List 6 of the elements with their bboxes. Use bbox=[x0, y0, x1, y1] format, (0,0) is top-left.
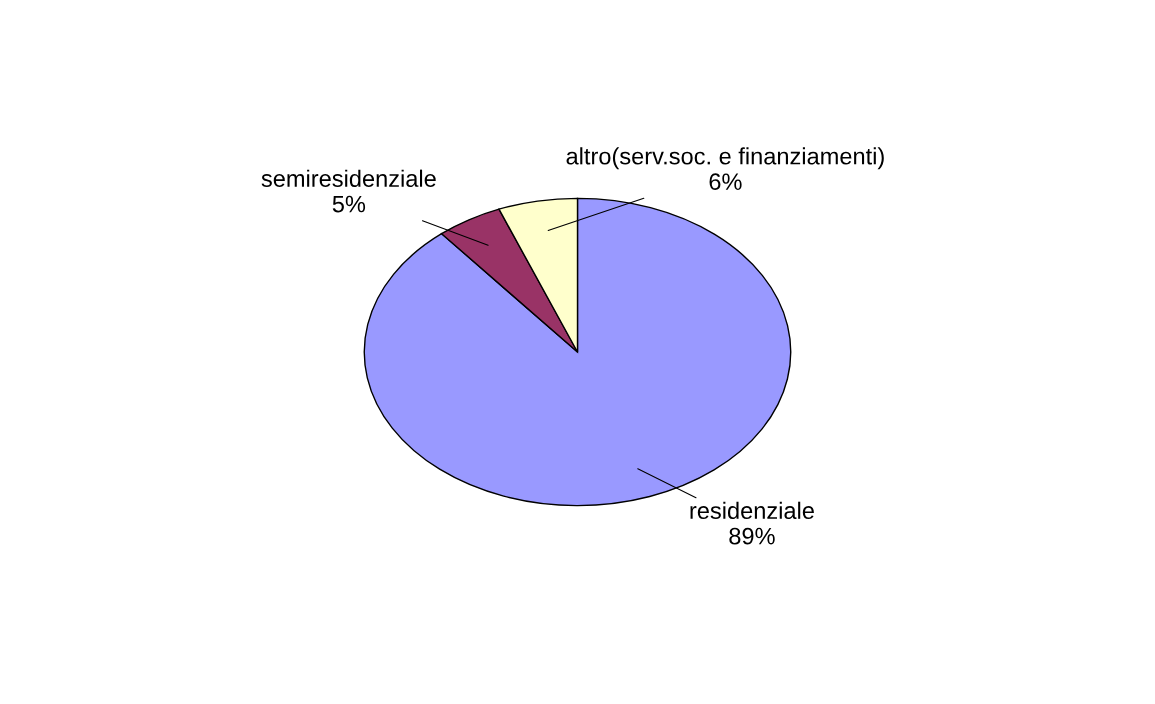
slice-label: residenziale bbox=[690, 501, 814, 520]
slice-label: semiresidenziale bbox=[261, 169, 436, 187]
slice-label: altro(serv.soc. e finanziamenti) bbox=[566, 147, 884, 170]
data-label: 6% bbox=[709, 173, 742, 190]
data-label: 89% bbox=[729, 527, 775, 545]
data-label: 5% bbox=[332, 195, 366, 213]
